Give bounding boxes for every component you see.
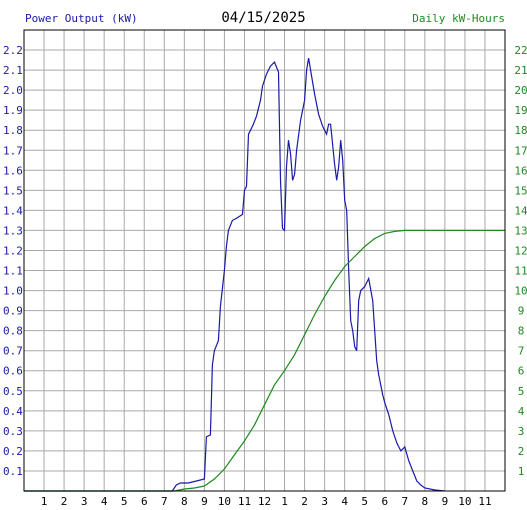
power-series-line: [24, 58, 445, 492]
right-y-tick-label: 19: [514, 104, 527, 117]
left-y-tick-label: 2.1: [3, 64, 23, 77]
left-y-tick-label: 1.1: [3, 265, 23, 278]
right-y-tick-label: 3: [518, 425, 525, 438]
x-tick-label: 7: [401, 495, 408, 508]
left-y-tick-label: 0.9: [3, 305, 23, 318]
left-y-tick-label: 0.1: [3, 465, 23, 478]
left-y-tick-label: 0.3: [3, 425, 23, 438]
x-tick-label: 6: [381, 495, 388, 508]
left-y-tick-label: 1.5: [3, 184, 23, 197]
x-tick-label: 8: [422, 495, 429, 508]
x-tick-label: 4: [341, 495, 348, 508]
left-axis-title: Power Output (kW): [25, 12, 138, 25]
x-tick-label: 2: [61, 495, 68, 508]
x-tick-label: 10: [458, 495, 471, 508]
right-y-tick-label: 7: [518, 345, 525, 358]
right-y-tick-label: 10: [514, 285, 527, 298]
right-y-tick-label: 2: [518, 445, 525, 458]
right-y-tick-label: 4: [518, 405, 525, 418]
x-tick-label: 10: [218, 495, 231, 508]
chart-grid: [24, 30, 505, 491]
x-tick-label: 9: [201, 495, 208, 508]
right-y-tick-label: 14: [514, 204, 527, 217]
x-tick-label: 2: [301, 495, 308, 508]
left-y-tick-label: 0.5: [3, 385, 23, 398]
left-y-tick-label: 0.4: [3, 405, 23, 418]
x-tick-label: 5: [361, 495, 368, 508]
energy-series-line: [24, 229, 505, 492]
x-tick-label: 8: [181, 495, 188, 508]
chart-series: [24, 58, 505, 492]
plot-frame: [23, 29, 506, 492]
right-y-tick-label: 1: [518, 465, 525, 478]
left-y-tick-label: 0.2: [3, 445, 23, 458]
left-y-tick-label: 1.6: [3, 164, 23, 177]
right-y-tick-label: 17: [514, 144, 527, 157]
right-y-tick-label: 12: [514, 244, 527, 257]
right-y-tick-label: 20: [514, 84, 527, 97]
left-y-tick-label: 1.4: [3, 204, 23, 217]
left-y-tick-label: 1.9: [3, 104, 23, 117]
right-y-tick-label: 8: [518, 325, 525, 338]
x-tick-label: 7: [161, 495, 168, 508]
left-y-tick-label: 0.7: [3, 345, 23, 358]
x-tick-label: 12: [258, 495, 271, 508]
x-tick-label: 3: [81, 495, 88, 508]
left-y-tick-label: 0.6: [3, 365, 23, 378]
x-tick-label: 3: [321, 495, 328, 508]
right-axis-title: Daily kW-Hours: [412, 12, 505, 25]
x-tick-label: 5: [121, 495, 128, 508]
x-tick-label: 1: [281, 495, 288, 508]
left-y-tick-label: 1.0: [3, 285, 23, 298]
right-y-tick-label: 9: [518, 305, 525, 318]
x-tick-label: 1: [41, 495, 48, 508]
left-y-tick-label: 0.8: [3, 325, 23, 338]
left-y-tick-label: 1.3: [3, 224, 23, 237]
x-tick-label: 6: [141, 495, 148, 508]
left-y-tick-label: 2.2: [3, 44, 23, 57]
right-y-tick-label: 22: [514, 44, 527, 57]
x-tick-label: 4: [101, 495, 108, 508]
left-y-tick-label: 1.7: [3, 144, 23, 157]
left-y-tick-label: 1.2: [3, 244, 23, 257]
right-y-tick-label: 5: [518, 385, 525, 398]
chart-ticks: 1 2 3 4 5 6 7 8 9 10 11 12 1 2 3 4 5 6 7 8 9 10 110.10.20.30.4…: [3, 44, 527, 508]
right-y-tick-label: 21: [514, 64, 527, 77]
right-y-tick-label: 15: [514, 184, 527, 197]
x-tick-label: 11: [238, 495, 251, 508]
right-y-tick-label: 16: [514, 164, 527, 177]
right-y-tick-label: 6: [518, 365, 525, 378]
chart-date-title: 04/15/2025: [221, 10, 306, 26]
right-y-tick-label: 13: [514, 224, 527, 237]
right-y-tick-label: 11: [514, 265, 527, 278]
right-y-tick-label: 18: [514, 124, 527, 137]
x-tick-label: 9: [442, 495, 449, 508]
left-y-tick-label: 1.8: [3, 124, 23, 137]
left-y-tick-label: 2.0: [3, 84, 23, 97]
x-tick-label: 11: [478, 495, 491, 508]
